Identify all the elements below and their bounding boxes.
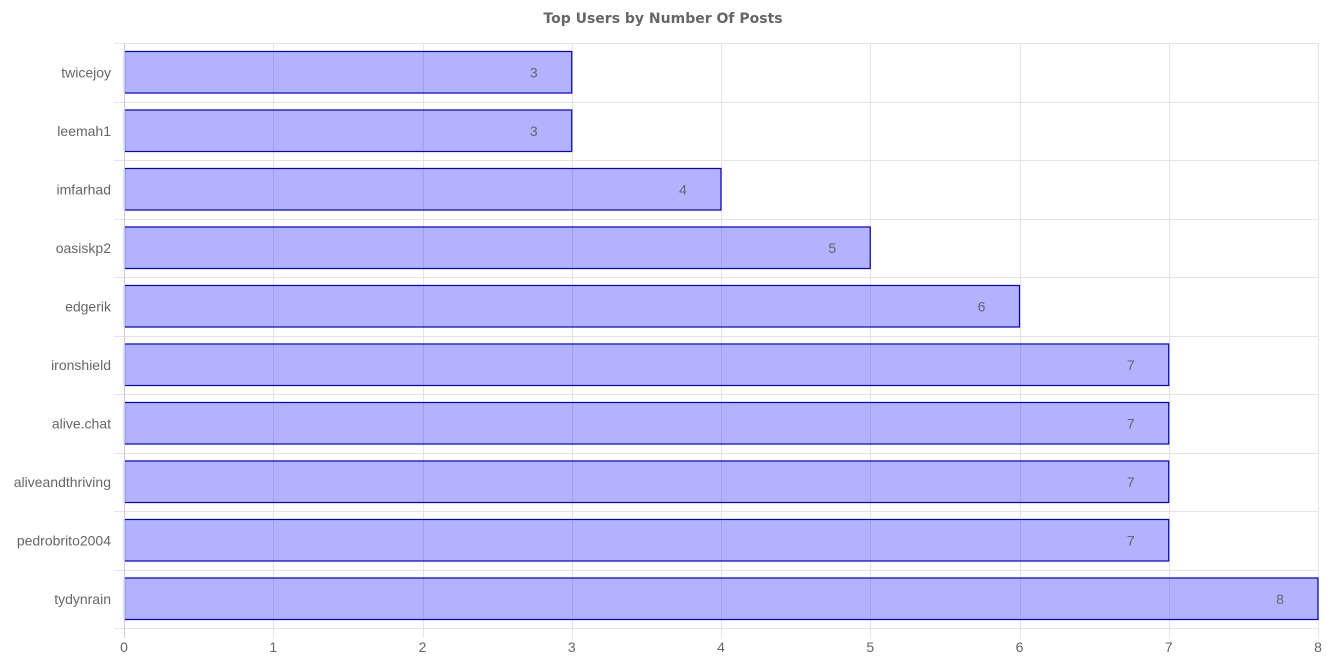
x-tick-label: 3 (568, 639, 576, 655)
y-tick-label: twicejoy (61, 64, 111, 80)
data-labels: 3 3 4 5 6 7 7 7 7 8 (530, 64, 1284, 607)
bar (123, 577, 1319, 621)
y-tick-label: pedrobrito2004 (17, 532, 111, 548)
x-tick-label: 7 (1165, 639, 1173, 655)
x-tick-label: 6 (1016, 639, 1024, 655)
x-tick-label: 2 (419, 639, 427, 655)
bar-value-label: 3 (530, 123, 538, 139)
grid-lines (114, 43, 1319, 638)
y-tick-label: imfarhad (57, 181, 111, 197)
bar-value-label: 5 (828, 240, 836, 256)
x-tick-label: 0 (120, 639, 128, 655)
x-tick-label: 8 (1314, 639, 1322, 655)
y-tick-label: leemah1 (57, 123, 111, 139)
bar-value-label: 7 (1127, 357, 1135, 373)
bar-value-label: 7 (1127, 415, 1135, 431)
bar (123, 284, 1021, 328)
bar-value-label: 6 (978, 298, 986, 314)
bar-value-label: 7 (1127, 474, 1135, 490)
y-tick-label: tydynrain (54, 591, 111, 607)
bar (123, 460, 1170, 504)
y-tick-label: aliveandthriving (14, 474, 111, 490)
x-tick-label: 4 (717, 639, 725, 655)
chart-title: Top Users by Number Of Posts (543, 11, 783, 27)
bar (123, 109, 573, 153)
y-tick-label: alive.chat (52, 415, 111, 431)
bar (123, 50, 573, 94)
bar-value-label: 3 (530, 64, 538, 80)
bar (123, 167, 722, 211)
y-tick-label: oasiskp2 (56, 240, 111, 256)
y-tick-label: ironshield (51, 357, 111, 373)
x-tick-label: 1 (269, 639, 277, 655)
bar-value-label: 4 (679, 181, 687, 197)
y-axis: twicejoy leemah1 imfarhad oasiskp2 edgerik ir… (14, 43, 125, 638)
bar (123, 401, 1170, 445)
bar (123, 518, 1170, 562)
bar (123, 226, 871, 270)
x-tick-label: 5 (866, 639, 874, 655)
bar (123, 343, 1170, 387)
bar-value-label: 7 (1127, 532, 1135, 548)
bar-value-label: 8 (1276, 591, 1284, 607)
bars (123, 50, 1319, 621)
y-tick-label: edgerik (65, 298, 112, 314)
x-axis: 0 1 2 3 4 5 6 7 8 (120, 639, 1322, 655)
